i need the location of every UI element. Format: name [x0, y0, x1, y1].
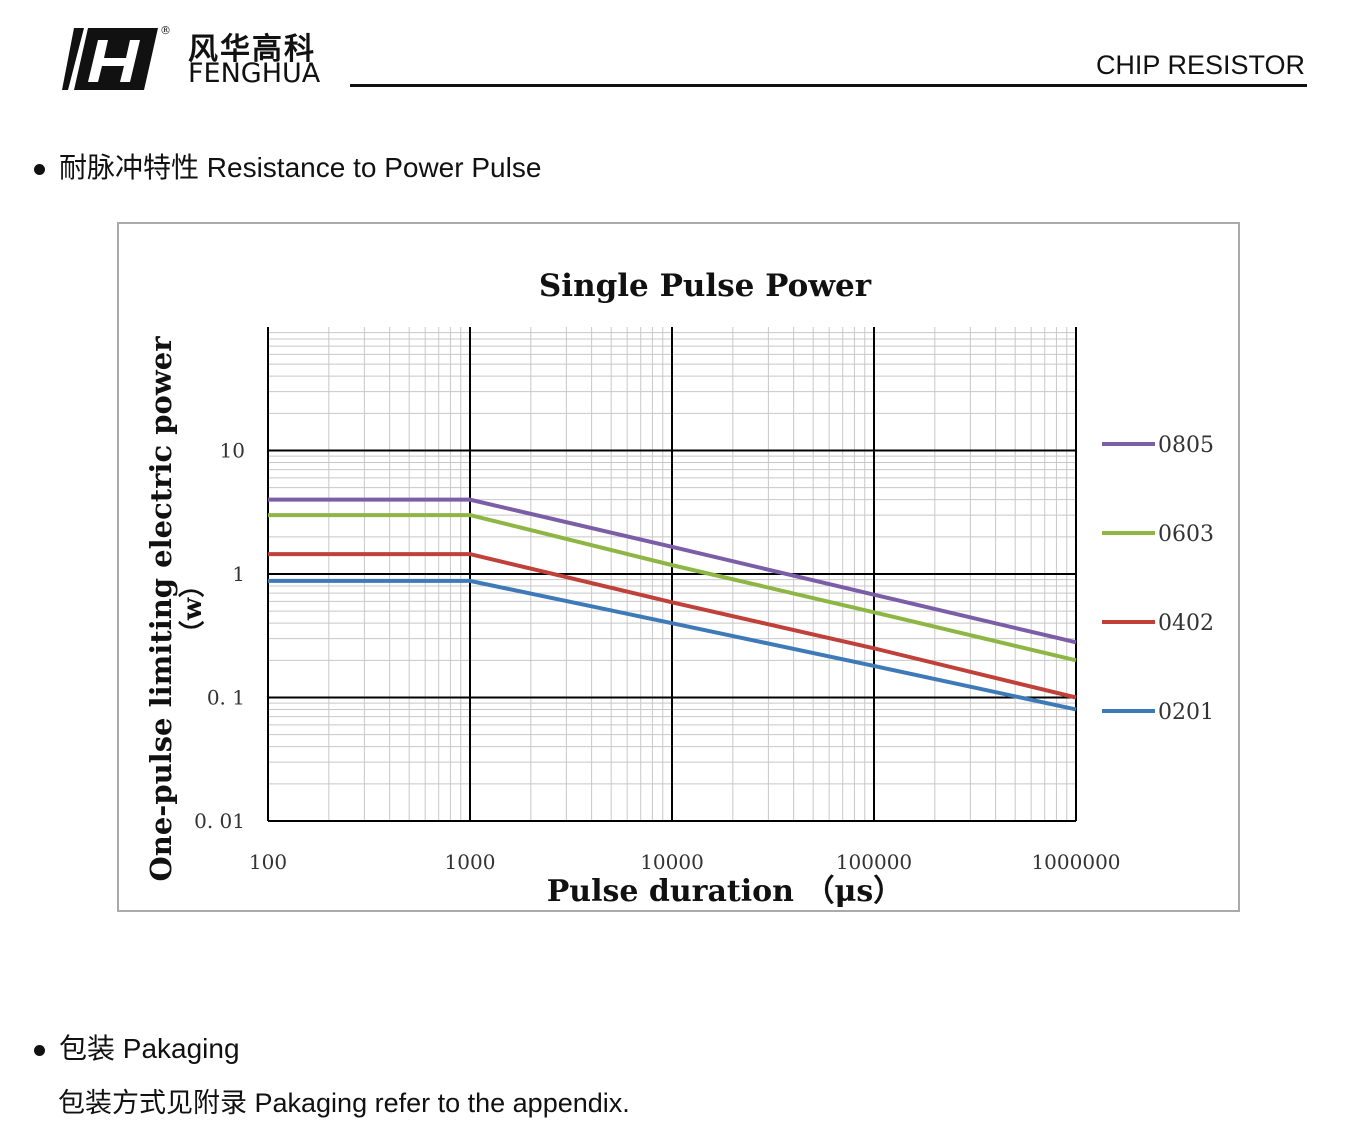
x-tick-label: 100	[249, 850, 287, 874]
y-tick-label: 0. 01	[194, 809, 245, 833]
series-line-0201	[268, 578, 1077, 712]
bullet-icon	[34, 164, 45, 176]
y-tick-label: 10	[220, 439, 245, 463]
series-line-0603	[268, 513, 1077, 663]
y-tick-label: 1	[232, 562, 245, 586]
brand-name-cn: 风华高科	[188, 32, 316, 67]
document-title: CHIP RESISTOR	[1095, 50, 1305, 80]
x-tick-label: 10000	[640, 850, 704, 874]
brand-name-en: FENGHUA	[188, 58, 321, 89]
x-tick-label: 100000	[836, 850, 912, 874]
registered-mark: ®	[160, 24, 171, 37]
legend: 0805 0603 0402 0201	[1102, 433, 1214, 725]
series-line-0805	[268, 497, 1077, 645]
bullet-icon	[34, 1045, 45, 1057]
section-heading-packaging: 包装 Pakaging	[34, 1027, 240, 1067]
pulse-power-chart: 100 1000 10000 100000 1000000 10 1 0. 1 0. 01 Sin…	[144, 268, 1214, 909]
y-axis-label: One-pulse limiting electric power	[144, 336, 178, 882]
chart-title: Single Pulse Power	[539, 268, 872, 304]
axis-labels: 100 1000 10000 100000 1000000 10 1 0. 1 0. 01 Sin…	[144, 268, 1121, 909]
section-title: 包装 Pakaging	[59, 1033, 240, 1064]
legend-label-0805: 0805	[1158, 433, 1214, 458]
legend-label-0603: 0603	[1158, 522, 1214, 547]
x-axis-label: Pulse duration （μs）	[547, 874, 904, 909]
legend-label-0402: 0402	[1158, 611, 1214, 636]
section-heading-pulse: 耐脉冲特性 Resistance to Power Pulse	[34, 146, 541, 186]
x-tick-label: 1000	[445, 850, 496, 874]
series-lines	[268, 497, 1077, 712]
fenghua-logo: ®	[60, 24, 180, 92]
header-rule	[350, 84, 1307, 87]
section-title: 耐脉冲特性 Resistance to Power Pulse	[59, 152, 542, 183]
y-axis-unit: （w）	[178, 572, 208, 646]
y-tick-label: 0. 1	[207, 686, 245, 710]
grid	[267, 327, 1077, 822]
series-line-0402	[268, 552, 1077, 700]
chart-frame: 100 1000 10000 100000 1000000 10 1 0. 1 0. 01 Sin…	[117, 222, 1240, 912]
x-tick-label: 1000000	[1031, 850, 1120, 874]
legend-label-0201: 0201	[1158, 700, 1214, 725]
packaging-note: 包装方式见附录 Pakaging refer to the appendix.	[58, 1088, 630, 1118]
